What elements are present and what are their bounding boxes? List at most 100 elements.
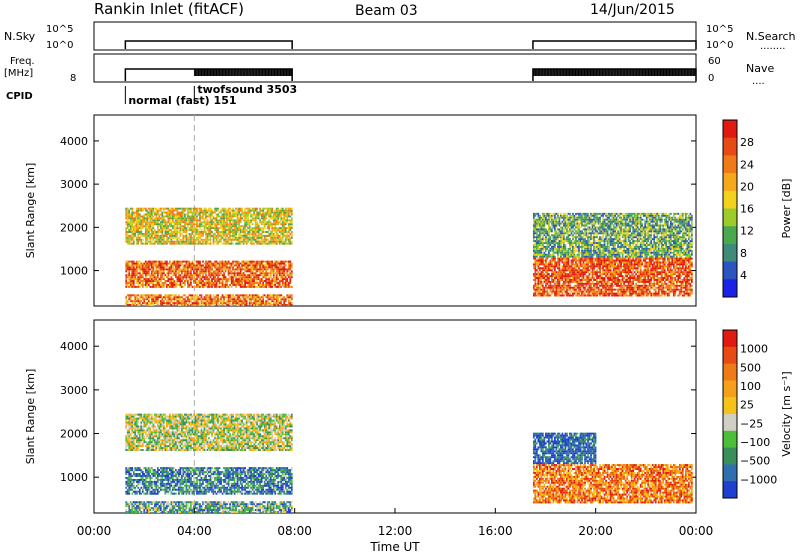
- echo-cell: [253, 300, 256, 303]
- echo-cell: [605, 271, 607, 274]
- echo-cell: [594, 282, 597, 285]
- echo-cell: [281, 232, 284, 235]
- echo-cell: [617, 282, 619, 285]
- echo-cell: [170, 283, 173, 286]
- echo-cell: [241, 217, 243, 220]
- echo-cell: [286, 219, 289, 222]
- echo-cell: [579, 290, 582, 293]
- echo-cell: [257, 238, 260, 241]
- echo-cell: [265, 242, 268, 245]
- echo-cell: [229, 296, 231, 299]
- echo-cell: [623, 259, 626, 262]
- echo-cell: [278, 260, 281, 263]
- echo-cell: [551, 263, 553, 266]
- echo-cell: [594, 278, 597, 281]
- echo-cell: [262, 227, 265, 230]
- echo-cell: [242, 278, 245, 281]
- echo-cell: [247, 231, 250, 233]
- echo-cell: [287, 231, 290, 233]
- echo-cell: [165, 280, 168, 283]
- echo-cell: [537, 263, 540, 266]
- echo-cell: [191, 264, 194, 267]
- echo-cell: [287, 302, 290, 305]
- echo-cell: [187, 296, 189, 299]
- echo-cell: [256, 229, 259, 232]
- echo-cell: [158, 217, 161, 220]
- echo-cell: [543, 259, 546, 262]
- echo-cell: [193, 268, 195, 271]
- echo-cell: [286, 221, 289, 224]
- echo-cell: [620, 292, 623, 295]
- echo-cell: [236, 260, 239, 263]
- echo-cell: [153, 217, 156, 220]
- echo-cell: [167, 268, 170, 271]
- echo-cell: [196, 209, 198, 212]
- echo-cell: [141, 285, 144, 288]
- echo-cell: [281, 304, 284, 306]
- echo-cell: [238, 219, 240, 222]
- echo-cell: [561, 284, 564, 287]
- echo-cell: [605, 265, 607, 268]
- echo-cell: [221, 270, 224, 273]
- echo-cell: [537, 271, 540, 274]
- echo-cell: [284, 276, 287, 279]
- echo-cell: [179, 282, 182, 284]
- echo-cell: [272, 242, 275, 245]
- echo-cell: [242, 264, 245, 267]
- echo-cell: [284, 285, 287, 288]
- echo-cell: [274, 234, 277, 237]
- echo-cell: [552, 275, 555, 278]
- echo-cell: [149, 219, 152, 222]
- echo-cell: [176, 260, 179, 263]
- echo-cell: [582, 288, 585, 291]
- echo-cell: [588, 294, 591, 297]
- echo-cell: [256, 294, 259, 297]
- echo-cell: [197, 238, 200, 241]
- echo-cell: [227, 270, 230, 273]
- echo-cell: [129, 300, 132, 303]
- echo-cell: [266, 207, 269, 210]
- echo-cell: [128, 304, 131, 306]
- echo-cell: [609, 282, 612, 285]
- echo-cell: [259, 278, 262, 281]
- echo-cell: [209, 238, 212, 241]
- echo-cell: [162, 221, 165, 224]
- echo-cell: [617, 269, 619, 272]
- echo-cell: [144, 238, 147, 241]
- echo-cell: [165, 231, 168, 233]
- echo-cell: [132, 264, 135, 267]
- echo-cell: [140, 225, 143, 228]
- echo-cell: [206, 262, 209, 265]
- echo-cell: [283, 296, 286, 299]
- echo-cell: [289, 227, 292, 230]
- echo-cell: [176, 262, 179, 265]
- echo-cell: [244, 304, 247, 306]
- echo-cell: [184, 236, 186, 239]
- echo-cell: [230, 240, 233, 243]
- echo-cell: [284, 211, 287, 214]
- echo-cell: [624, 259, 627, 262]
- echo-cell: [245, 219, 248, 222]
- echo-cell: [224, 217, 227, 220]
- echo-cell: [184, 213, 186, 216]
- echo-cell: [611, 284, 613, 287]
- echo-cell: [214, 285, 216, 288]
- echo-cell: [203, 229, 206, 232]
- echo-cell: [156, 264, 159, 267]
- echo-cell: [156, 209, 159, 212]
- echo-cell: [251, 280, 254, 283]
- echo-cell: [597, 292, 600, 295]
- echo-cell: [194, 304, 197, 306]
- echo-cell: [283, 274, 286, 277]
- echo-cell: [147, 227, 150, 230]
- echo-cell: [173, 242, 176, 245]
- echo-cell: [286, 242, 289, 245]
- echo-cell: [138, 302, 141, 305]
- echo-cell: [141, 282, 144, 284]
- echo-cell: [141, 209, 144, 212]
- echo-cell: [182, 276, 185, 279]
- echo-cell: [284, 280, 287, 283]
- echo-cell: [250, 242, 253, 245]
- echo-cell: [217, 300, 219, 303]
- echo-cell: [147, 300, 150, 303]
